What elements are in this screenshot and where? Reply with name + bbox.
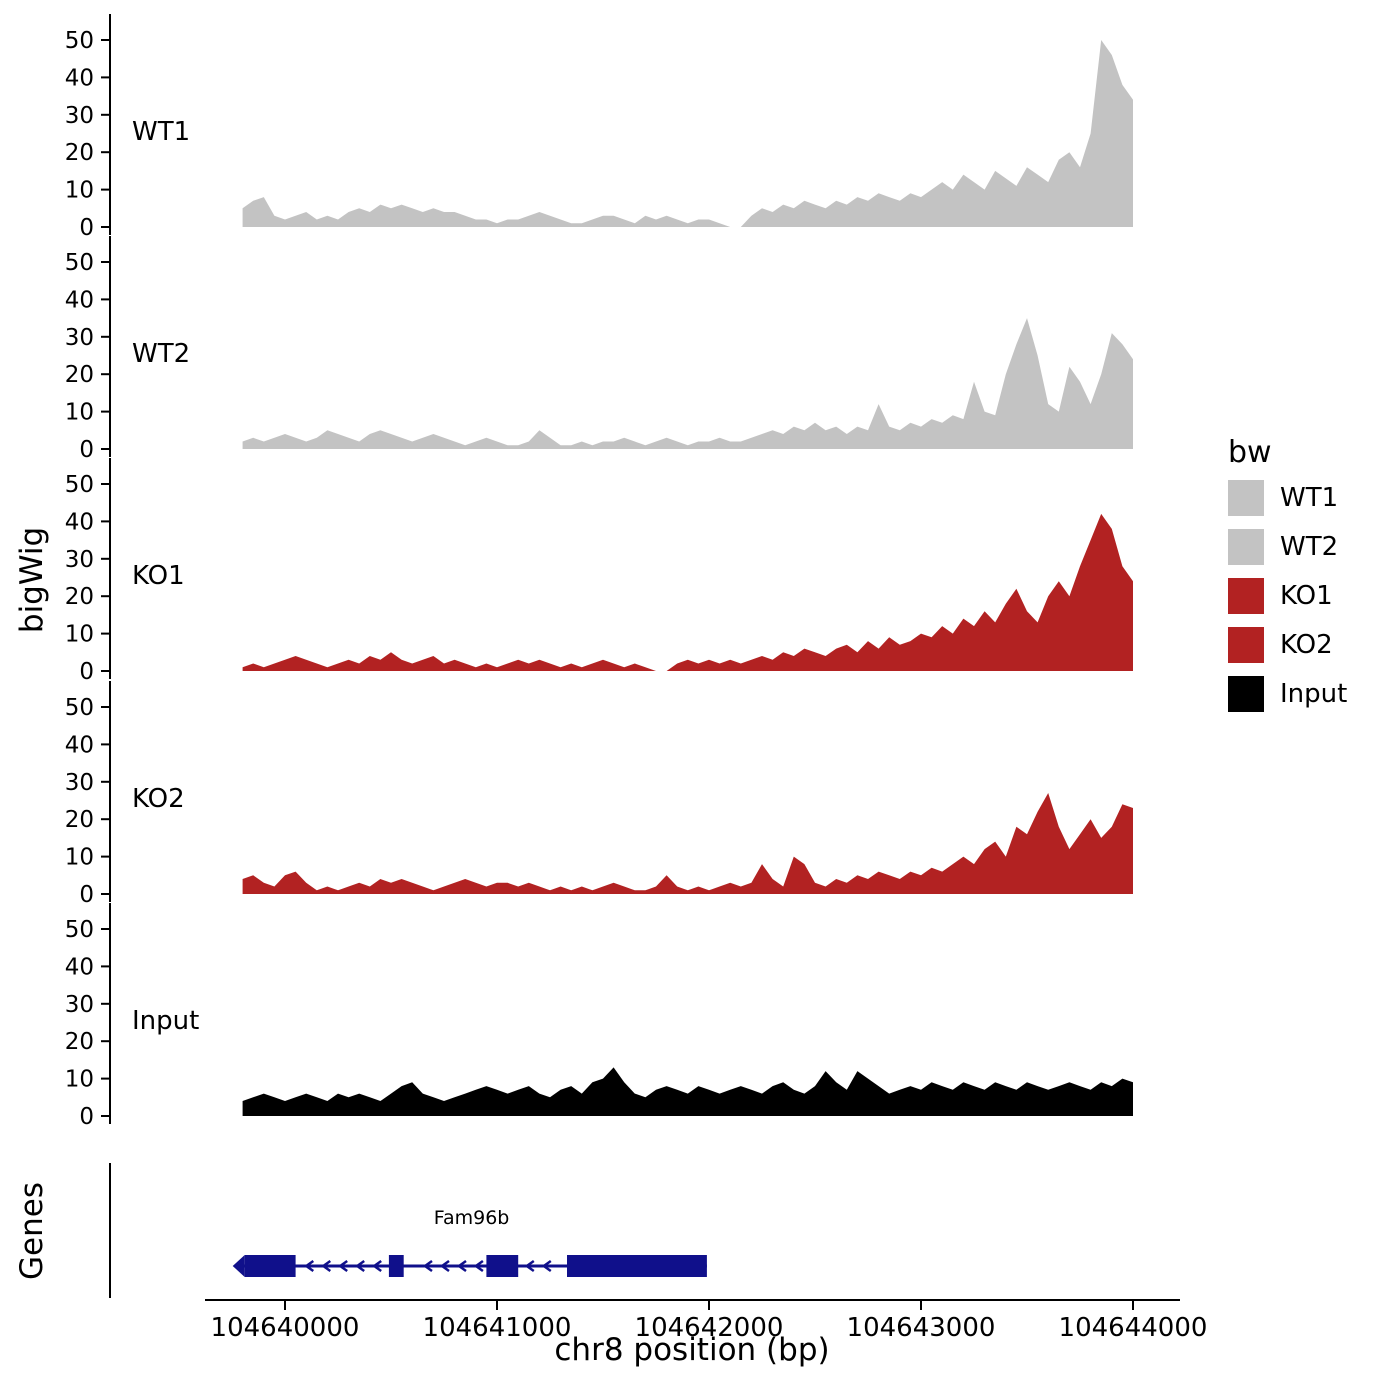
track-label-ko2: KO2 [132, 784, 185, 814]
strand-arrow [304, 1259, 315, 1273]
track-panel-ko2: 0 10 20 30 40 50 KO2 [65, 681, 1134, 908]
y-tick-label: 20 [65, 584, 94, 610]
y-tick-label: 30 [65, 547, 94, 573]
x-tick-label: 104644000 [1059, 1313, 1208, 1343]
strand-arrow [524, 1259, 535, 1273]
y-tick-label: 20 [65, 807, 94, 833]
y-tick-label: 0 [79, 882, 94, 908]
track-label-wt1: WT1 [132, 117, 190, 147]
strand-arrow [473, 1259, 484, 1273]
y-tick-label: 40 [65, 954, 94, 980]
gene-exon [486, 1255, 519, 1277]
genes-panel: Fam96b [109, 1163, 707, 1298]
gene-exon [244, 1255, 296, 1277]
x-tick-label: 104641000 [423, 1313, 572, 1343]
coverage-area-input [242, 1067, 1134, 1116]
y-tick-label: 10 [65, 622, 94, 648]
chart-dynamic-layer: 0 10 20 30 40 50 WT1 0 10 20 30 40 50 WT2 0 10 20 30 40 50 K… [65, 14, 1347, 1343]
y-tick-label: 10 [65, 178, 94, 204]
legend-swatch-ko1 [1228, 578, 1264, 614]
gene-name-label: Fam96b [434, 1207, 510, 1229]
legend-swatch-input [1228, 676, 1264, 712]
legend-swatch-ko2 [1228, 627, 1264, 663]
y-tick-label: 30 [65, 103, 94, 129]
y-tick-label: 20 [65, 362, 94, 388]
y-tick-label: 20 [65, 140, 94, 166]
strand-arrow [338, 1259, 348, 1273]
strand-arrow [456, 1259, 467, 1273]
y-tick-label: 50 [65, 250, 94, 276]
x-axis-title: chr8 position (bp) [554, 1332, 829, 1368]
legend-label-ko2: KO2 [1280, 630, 1333, 660]
y-axis-title: bigWig [14, 527, 50, 633]
gene-exon [567, 1255, 707, 1277]
track-label-input: Input [132, 1006, 199, 1036]
y-tick-label: 10 [65, 400, 94, 426]
track-panel-ko1: 0 10 20 30 40 50 KO1 [65, 458, 1134, 685]
strand-arrow [355, 1259, 365, 1273]
track-panel-wt2: 0 10 20 30 40 50 WT2 [65, 236, 1134, 463]
legend: WT1 WT2 KO1 KO2 Input [1228, 480, 1347, 712]
genes-axis-title: Genes [14, 1182, 50, 1280]
track-label-wt2: WT2 [132, 339, 190, 369]
legend-title: bw [1228, 435, 1272, 470]
strand-arrow [541, 1259, 552, 1273]
y-tick-label: 0 [79, 215, 94, 241]
x-tick-label: 104640000 [211, 1313, 360, 1343]
gene-direction-tip [232, 1255, 245, 1277]
track-panel-wt1: 0 10 20 30 40 50 WT1 [65, 14, 1134, 241]
track-panel-input: 0 10 20 30 40 50 Input [65, 903, 1134, 1130]
y-tick-label: 40 [65, 732, 94, 758]
y-tick-label: 40 [65, 287, 94, 313]
legend-swatch-wt2 [1228, 529, 1264, 565]
y-tick-label: 0 [79, 1104, 94, 1130]
legend-label-input: Input [1280, 679, 1347, 709]
strand-arrow [422, 1259, 433, 1273]
track-label-ko1: KO1 [132, 561, 185, 591]
strand-arrow [439, 1259, 450, 1273]
y-tick-label: 50 [65, 28, 94, 54]
legend-label-wt2: WT2 [1280, 532, 1338, 562]
y-tick-label: 30 [65, 325, 94, 351]
y-tick-label: 0 [79, 437, 94, 463]
y-tick-label: 0 [79, 659, 94, 685]
x-tick-label: 104643000 [847, 1313, 996, 1343]
strand-arrow [321, 1259, 332, 1273]
y-tick-label: 20 [65, 1029, 94, 1055]
legend-label-ko1: KO1 [1280, 581, 1333, 611]
x-tick-label: 104642000 [635, 1313, 784, 1343]
y-tick-label: 10 [65, 1067, 94, 1093]
coverage-area-wt2 [242, 318, 1134, 449]
y-tick-label: 30 [65, 992, 94, 1018]
y-tick-label: 40 [65, 509, 94, 535]
y-tick-label: 50 [65, 917, 94, 943]
coverage-area-wt1 [242, 40, 1134, 227]
legend-label-wt1: WT1 [1280, 483, 1338, 513]
legend-swatch-wt1 [1228, 480, 1264, 516]
x-axis: 104640000 104641000 104642000 104643000 1046… [205, 1299, 1208, 1343]
y-tick-label: 30 [65, 770, 94, 796]
coverage-area-ko2 [242, 793, 1134, 894]
strand-arrow [372, 1259, 382, 1273]
gene-exon [388, 1255, 404, 1277]
coverage-area-ko1 [242, 513, 1134, 671]
y-tick-label: 50 [65, 472, 94, 498]
y-tick-label: 10 [65, 845, 94, 871]
y-tick-label: 40 [65, 65, 94, 91]
y-tick-label: 50 [65, 695, 94, 721]
